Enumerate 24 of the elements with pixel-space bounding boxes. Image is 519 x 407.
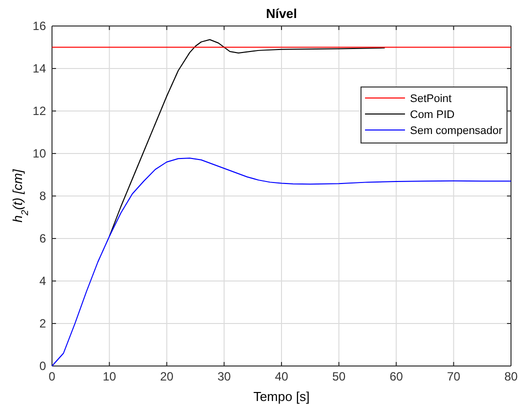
x-tick-label: 60	[390, 370, 404, 384]
chart-title: Nível	[266, 6, 298, 21]
y-tick-label: 12	[32, 104, 46, 118]
x-tick-label: 20	[160, 370, 174, 384]
y-tick-label: 4	[39, 274, 46, 288]
y-tick-label: 0	[39, 358, 46, 373]
x-axis-title: Tempo [s]	[253, 389, 310, 404]
line-series	[108, 39, 386, 237]
y-tick-label: 6	[39, 231, 46, 246]
x-tick-label: 40	[274, 370, 288, 384]
x-tick-label: 70	[446, 370, 461, 384]
x-tick-label: 10	[102, 370, 116, 384]
x-tick-label: 50	[332, 370, 346, 384]
x-tick-label: 30	[217, 370, 232, 384]
y-tick-label: 16	[32, 18, 46, 33]
legend-label: Com PID	[410, 109, 455, 121]
legend-label: Sem compensador	[410, 125, 503, 137]
y-tick-label: 10	[32, 146, 46, 160]
legend-label: SetPoint	[410, 93, 452, 105]
x-tick-label: 80	[504, 370, 518, 384]
x-tick-label: 0	[48, 370, 56, 384]
y-tick-label: 14	[32, 61, 46, 76]
y-tick-label: 2	[39, 316, 46, 330]
y-tick-label: 8	[39, 188, 46, 203]
